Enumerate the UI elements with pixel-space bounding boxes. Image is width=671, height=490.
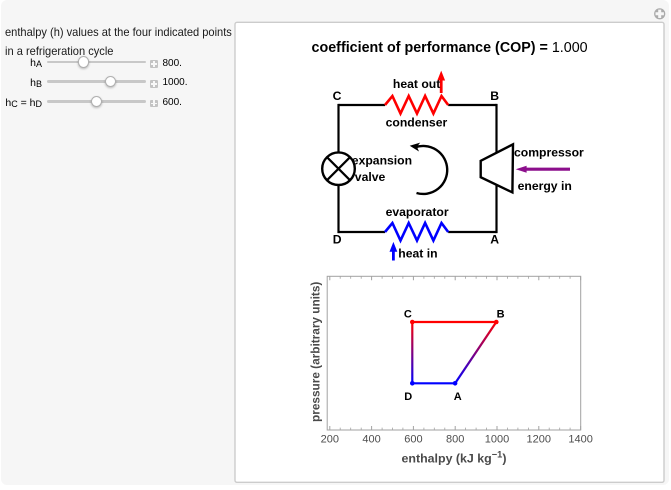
svg-text:C: C: [333, 89, 342, 103]
svg-text:600: 600: [404, 434, 422, 446]
svg-text:expansion: expansion: [352, 154, 412, 168]
svg-text:condenser: condenser: [386, 116, 448, 130]
svg-text:200: 200: [321, 434, 339, 446]
svg-text:heat out: heat out: [393, 77, 440, 91]
svg-text:D: D: [404, 391, 412, 403]
svg-text:1200: 1200: [527, 434, 551, 446]
svg-text:D: D: [333, 233, 342, 247]
svg-text:1400: 1400: [568, 434, 592, 446]
svg-text:1000: 1000: [485, 434, 509, 446]
svg-text:400: 400: [362, 434, 380, 446]
svg-text:C: C: [404, 309, 412, 321]
svg-text:evaporator: evaporator: [386, 205, 449, 219]
svg-text:A: A: [454, 391, 462, 403]
svg-text:valve: valve: [355, 170, 386, 184]
svg-text:A: A: [490, 233, 499, 247]
svg-text:B: B: [497, 309, 505, 321]
svg-text:heat in: heat in: [398, 247, 437, 261]
svg-text:enthalpy (kJ kg−1): enthalpy (kJ kg−1): [402, 450, 507, 466]
svg-text:compressor: compressor: [514, 146, 584, 160]
svg-text:coefficient of performance (CO: coefficient of performance (COP) = 1.000: [312, 40, 588, 56]
svg-text:pressure (arbitrary units): pressure (arbitrary units): [308, 282, 322, 422]
svg-text:energy in: energy in: [518, 179, 572, 193]
svg-text:800: 800: [446, 434, 464, 446]
svg-text:B: B: [490, 89, 499, 103]
